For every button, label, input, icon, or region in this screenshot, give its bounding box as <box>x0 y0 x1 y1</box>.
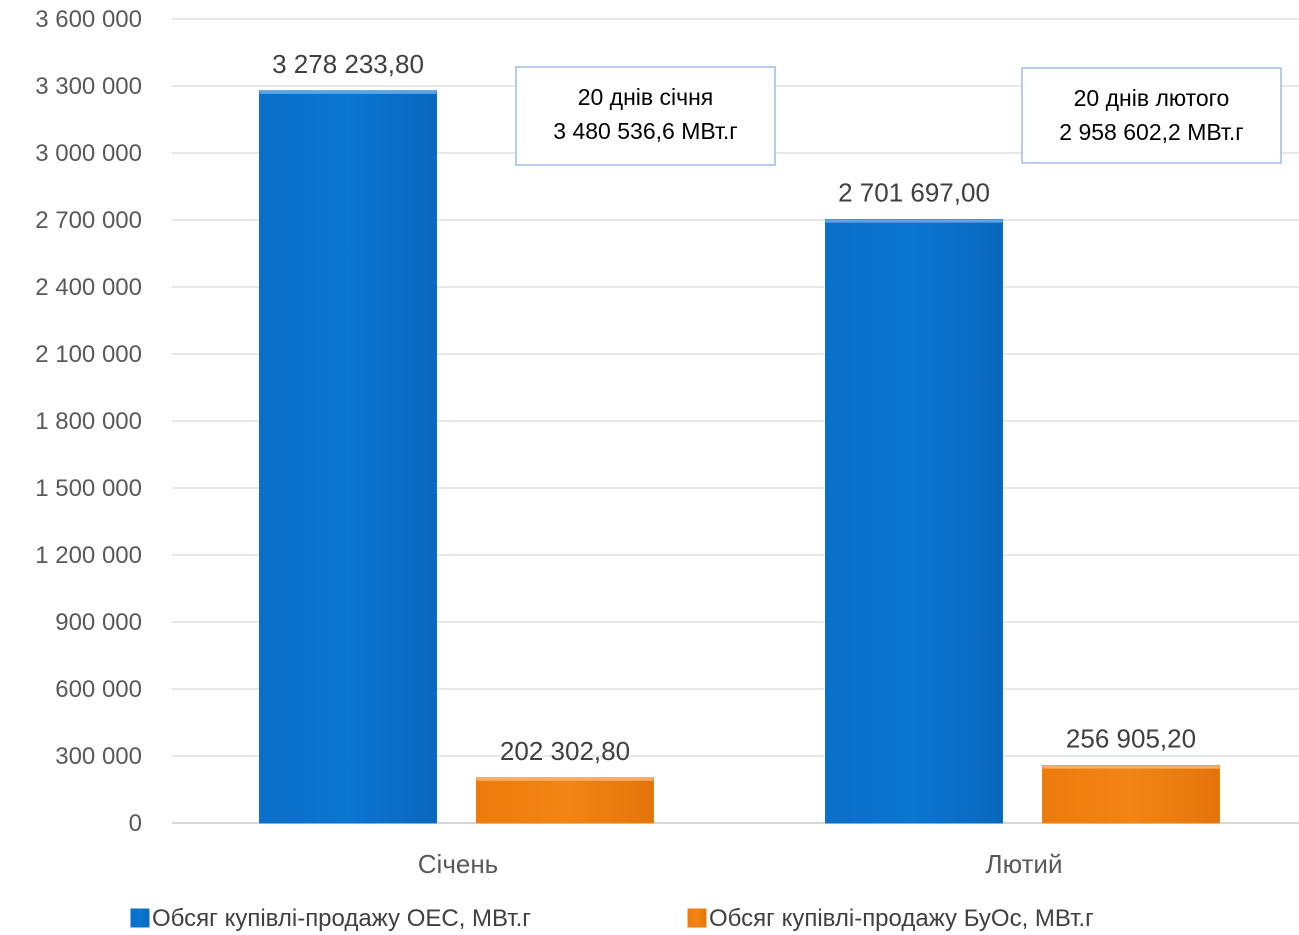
annotation-box <box>1021 67 1282 164</box>
legend-swatch <box>687 908 707 928</box>
annotation-box <box>515 66 776 166</box>
legend: Обсяг купівлі-продажу ОЕС, МВт.г Обсяг ку… <box>130 905 1094 932</box>
y-tick-label: 600 000 <box>55 676 142 703</box>
annotation-text: 3 480 536,6 МВт.г <box>553 118 737 144</box>
bar-series0-Січень <box>259 90 437 824</box>
bar-series0-Лютий <box>825 219 1003 824</box>
y-tick-label: 3 300 000 <box>35 73 142 100</box>
x-category-label: Січень <box>418 849 498 879</box>
legend-swatch <box>130 908 150 928</box>
y-tick-label: 900 000 <box>55 609 142 636</box>
bar-top-bevel <box>825 219 1003 223</box>
y-tick-label: 1 200 000 <box>35 542 142 569</box>
y-axis-ticks: 0 300 000 600 000 900 000 1 200 000 1 500 000… <box>35 6 142 837</box>
y-tick-label: 2 400 000 <box>35 274 142 301</box>
y-tick-label: 300 000 <box>55 743 142 770</box>
data-label: 3 278 233,80 <box>272 49 424 79</box>
annotation-text: 2 958 602,2 МВт.г <box>1059 119 1243 145</box>
data-labels: 3 278 233,80 2 701 697,00 202 302,80 256 90… <box>272 49 1196 766</box>
x-axis-categories: Січень Лютий <box>418 849 1063 879</box>
y-tick-label: 1 500 000 <box>35 475 142 502</box>
annotations: 20 днів січня 3 480 536,6 МВт.г 20 днів лю… <box>515 66 1282 166</box>
x-category-label: Лютий <box>986 849 1063 879</box>
legend-label: Обсяг купівлі-продажу ОЕС, МВт.г <box>152 905 531 932</box>
data-label: 202 302,80 <box>500 736 630 766</box>
bar-series1-Січень <box>476 777 654 824</box>
y-tick-label: 0 <box>129 810 142 837</box>
annotation-text: 20 днів січня <box>578 84 714 110</box>
legend-label: Обсяг купівлі-продажу БуОс, МВт.г <box>709 905 1094 932</box>
y-tick-label: 3 600 000 <box>35 6 142 33</box>
data-label: 2 701 697,00 <box>838 178 990 208</box>
data-label: 256 905,20 <box>1066 724 1196 754</box>
y-tick-label: 3 000 000 <box>35 140 142 167</box>
y-tick-label: 2 700 000 <box>35 207 142 234</box>
bars <box>259 90 1220 824</box>
bar-top-bevel <box>1042 765 1220 769</box>
bar-top-bevel <box>259 90 437 94</box>
y-tick-label: 2 100 000 <box>35 341 142 368</box>
annotation-text: 20 днів лютого <box>1074 85 1230 111</box>
y-tick-label: 1 800 000 <box>35 408 142 435</box>
bar-top-bevel <box>476 777 654 781</box>
bar-series1-Лютий <box>1042 765 1220 824</box>
